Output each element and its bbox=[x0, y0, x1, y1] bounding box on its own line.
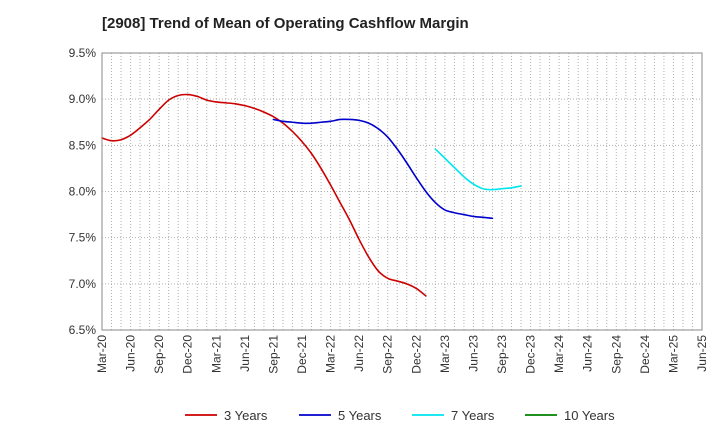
x-tick-label: Mar-20 bbox=[95, 335, 109, 373]
legend-label-3-years: 3 Years bbox=[224, 408, 268, 423]
x-tick-label: Dec-23 bbox=[524, 335, 538, 374]
y-tick-label: 6.5% bbox=[69, 323, 97, 337]
series-line-3-years bbox=[101, 93, 427, 297]
x-tick-label: Sep-22 bbox=[381, 335, 395, 374]
x-tick-label: Mar-21 bbox=[209, 335, 223, 373]
legend-label-7-years: 7 Years bbox=[451, 408, 495, 423]
x-tick-label: Jun-25 bbox=[695, 335, 709, 372]
x-tick-label: Sep-20 bbox=[152, 335, 166, 374]
legend-label-5-years: 5 Years bbox=[338, 408, 382, 423]
x-tick-label: Sep-21 bbox=[266, 335, 280, 374]
series-line-5-years bbox=[272, 118, 494, 220]
x-tick-label: Dec-21 bbox=[295, 335, 309, 374]
x-tick-label: Jun-24 bbox=[581, 335, 595, 372]
x-tick-label: Sep-23 bbox=[495, 335, 509, 374]
y-tick-label: 7.0% bbox=[69, 277, 97, 291]
x-tick-label: Mar-22 bbox=[324, 335, 338, 373]
series-line-7-years bbox=[434, 148, 522, 191]
x-tick-label: Jun-20 bbox=[124, 335, 138, 372]
y-tick-label: 9.0% bbox=[69, 92, 97, 106]
x-tick-label: Mar-23 bbox=[438, 335, 452, 373]
x-tick-label: Dec-24 bbox=[638, 335, 652, 374]
legend-label-10-years: 10 Years bbox=[564, 408, 615, 423]
x-tick-label: Jun-23 bbox=[466, 335, 480, 372]
x-tick-label: Mar-24 bbox=[552, 335, 566, 373]
x-tick-label: Mar-25 bbox=[666, 335, 680, 373]
x-tick-label: Sep-24 bbox=[609, 335, 623, 374]
chart-title: [2908] Trend of Mean of Operating Cashfl… bbox=[102, 15, 469, 32]
y-tick-label: 8.5% bbox=[69, 138, 97, 152]
x-tick-label: Dec-22 bbox=[409, 335, 423, 374]
y-tick-label: 9.5% bbox=[69, 46, 97, 60]
y-tick-label: 8.0% bbox=[69, 185, 97, 199]
x-tick-label: Jun-21 bbox=[238, 335, 252, 372]
y-tick-label: 7.5% bbox=[69, 231, 97, 245]
x-tick-label: Dec-20 bbox=[181, 335, 195, 374]
plot-border bbox=[101, 52, 703, 331]
x-tick-label: Jun-22 bbox=[352, 335, 366, 372]
